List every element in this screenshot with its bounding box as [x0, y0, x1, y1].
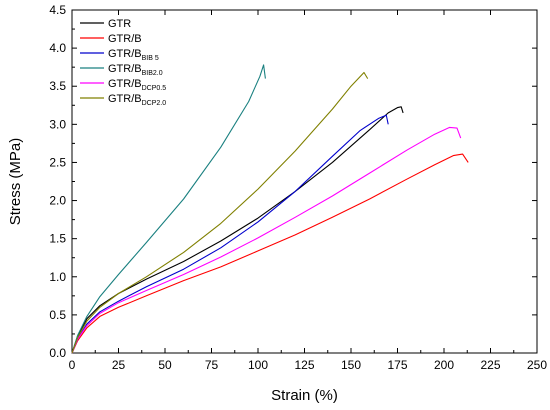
x-tick-label: 200: [434, 358, 454, 372]
legend: GTR GTR/B GTR/BBIB 5GTR/BBIB2.0GTR/BDCP0.5…: [80, 18, 166, 107]
x-tick-label: 0: [69, 358, 76, 372]
x-tick-label: 125: [294, 358, 314, 372]
legend-label-1: GTR/B: [108, 33, 142, 45]
legend-label-5: GTR/BDCP2.0: [108, 93, 166, 107]
x-tick-label: 25: [112, 358, 126, 372]
y-tick-label: 3.5: [49, 79, 66, 93]
legend-label-subscript: DCP2.0: [142, 100, 167, 107]
y-tick-label: 2.5: [49, 155, 66, 169]
y-tick-label: 1.0: [49, 270, 66, 284]
y-tick-label: 4.0: [49, 41, 66, 55]
series-line-1: [71, 153, 469, 354]
series-line-5: [71, 71, 369, 354]
legend-label-3: GTR/BBIB2.0: [108, 63, 163, 77]
y-tick-label: 0.0: [49, 346, 66, 360]
series-line-3: [71, 64, 266, 354]
series-line-0: [71, 106, 404, 354]
legend-label-4: GTR/BDCP0.5: [108, 78, 166, 92]
x-axis-title: Strain (%): [271, 387, 338, 404]
y-tick-label: 1.5: [49, 232, 66, 246]
x-tick-label: 50: [158, 358, 172, 372]
x-tick-label: 75: [205, 358, 219, 372]
x-tick-label: 225: [480, 358, 500, 372]
x-axis: 0 25 50 75 100 125 150 175 200 225 250: [69, 10, 547, 372]
y-tick-label: 3.0: [49, 117, 66, 131]
y-axis: 0.0 0.5 1.0 1.5 2.0 2.5 3.0 3.5 4.0 4.5: [49, 3, 537, 360]
y-tick-label: 2.0: [49, 194, 66, 208]
y-axis-title: Stress (MPa): [7, 138, 24, 226]
x-tick-label: 100: [248, 358, 268, 372]
y-tick-label: 4.5: [49, 3, 66, 17]
legend-label-subscript: DCP0.5: [142, 85, 167, 92]
series-line-2: [71, 114, 389, 354]
legend-label-2: GTR/BBIB 5: [108, 48, 159, 62]
x-tick-label: 150: [341, 358, 361, 372]
series-lines: [71, 64, 469, 354]
legend-label-subscript: BIB2.0: [142, 70, 163, 77]
legend-label-0: GTR: [108, 18, 131, 30]
x-tick-label: 175: [387, 358, 407, 372]
series-line-4: [71, 126, 462, 354]
legend-label-subscript: BIB 5: [142, 55, 159, 62]
y-tick-label: 0.5: [49, 308, 66, 322]
x-tick-label: 250: [527, 358, 547, 372]
